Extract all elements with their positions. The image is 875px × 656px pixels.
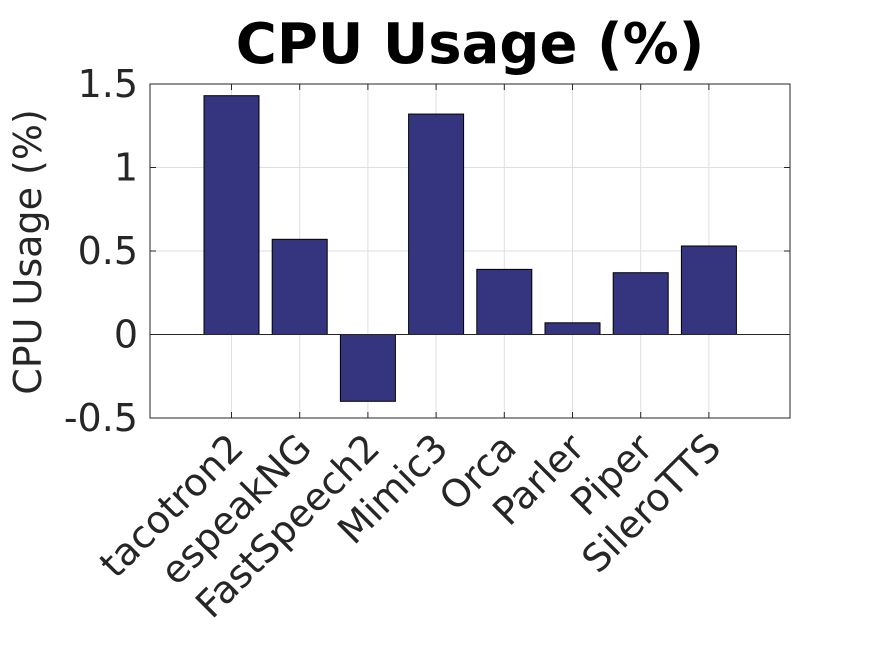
- y-axis-label: CPU Usage (%): [6, 109, 50, 395]
- bar-Piper: [612, 272, 669, 335]
- bar-Mimic3: [408, 113, 465, 335]
- y-tick-label-2: 0.5: [78, 229, 138, 273]
- chart-title: CPU Usage (%): [236, 12, 705, 77]
- y-tick-label-4: 1.5: [78, 62, 138, 106]
- bar-FastSpeech2: [339, 334, 396, 402]
- bars: [203, 95, 737, 402]
- y-tick-label-1: 0: [114, 313, 138, 357]
- bar-Orca: [476, 268, 533, 335]
- bar-tacotron2: [203, 95, 260, 335]
- bar-espeakNG: [271, 238, 328, 335]
- bar-Parler: [544, 322, 601, 335]
- y-axis-ticks: -0.5 0 0.5 1 1.5: [64, 62, 790, 440]
- y-tick-label-0: -0.5: [64, 396, 138, 440]
- y-tick-label-3: 1: [114, 146, 138, 190]
- bar-SileroTTS: [680, 245, 737, 336]
